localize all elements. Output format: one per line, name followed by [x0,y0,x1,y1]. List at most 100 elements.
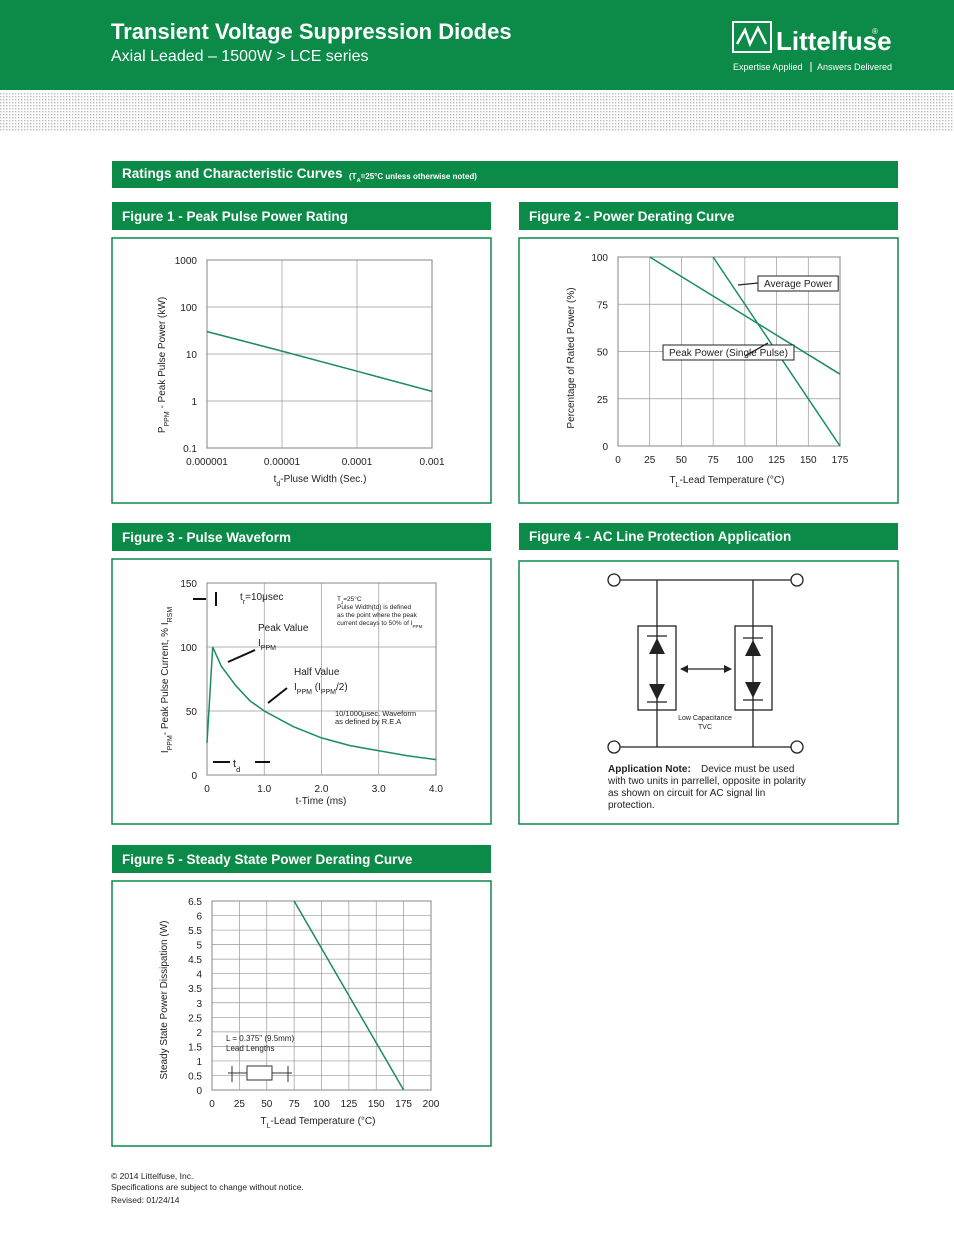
figure-title: Figure 4 - AC Line Protection Applicatio… [529,529,791,544]
x-axis-label: TL-Lead Temperature (°C) [670,475,785,489]
note-text: with two units in parrellel, opposite in… [607,776,806,787]
logo-mark: ® [872,27,878,36]
figure-header [112,202,491,230]
note-text: Device must be used [701,764,794,775]
y-tick-label: 3.5 [188,984,202,995]
x-axis-label: t-Time (ms) [296,796,347,807]
y-tick-label: 0 [602,442,608,453]
x-tick-label: 150 [800,455,817,466]
subscript: PPM [164,411,171,426]
y-axis-label: IPPM- Peak Pulse Current, % IRSM [160,607,174,754]
text-part: (I [312,682,321,693]
section-note: (TA=25°C unless otherwise noted) [349,172,477,184]
annotation: as the point where the peak [337,612,418,619]
y-tick-label: 25 [597,395,609,406]
footer-text: © 2014 Littelfuse, Inc. [111,1171,193,1181]
x-tick-label: 0 [204,784,210,795]
annotation: Peak Value [258,623,309,634]
series-line [293,900,405,1091]
x-tick-label: 25 [234,1099,246,1110]
text-part: -Pluse Width (Sec.) [280,474,366,485]
y-tick-label: 0.5 [188,1071,202,1082]
x-tick-label: 150 [368,1099,385,1110]
y-tick-label: 1 [191,397,197,408]
text-part: I [160,750,171,753]
annotation-arrow [227,649,256,663]
y-tick-label: 50 [597,348,609,359]
device-label: TVC [698,724,712,731]
section-title: Ratings and Characteristic Curves [122,166,343,181]
x-tick-label: 75 [289,1099,301,1110]
figure-header [519,523,898,550]
text-part: -Lead Temperature (°C) [680,475,785,486]
x-tick-label: 50 [676,455,688,466]
dotted-band [0,92,954,132]
text-part: - Peak Pulse Current, % I [160,622,171,735]
annotation: current decays to 50% of IPPM [337,620,423,629]
subscript: d [236,765,240,774]
annotation-arrow [267,687,288,704]
lead-body [246,1065,273,1081]
footer-text: Specifications are subject to change wit… [111,1182,304,1192]
annotation: 10/1000μsec. Waveform [335,709,416,718]
annotation: TJ=25°C [337,595,362,605]
text-part: /2) [336,682,348,693]
y-tick-label: 50 [186,707,198,718]
tagline: Answers Delivered [817,62,892,72]
text-part: (T [349,172,357,181]
device-label: Low Capacitance [678,715,732,722]
circuit [607,573,804,754]
lead-wire [228,1066,292,1082]
y-tick-label: 10 [186,350,198,361]
note-text: protection. [608,800,655,811]
y-tick-label: 100 [180,643,197,654]
figure-panel [111,237,492,504]
subscript: PPM [261,645,276,652]
text-part: I [258,638,261,649]
x-tick-label: 0.0001 [342,457,373,468]
x-tick-label: 100 [313,1099,330,1110]
figure-header [112,523,491,551]
y-tick-label: 6 [196,912,202,923]
y-tick-label: 2.5 [188,1013,202,1024]
annotation: Pulse Width(td) is defined [337,604,411,611]
y-tick-label: 150 [180,579,197,590]
subscript: PPM [321,689,336,696]
subscript: A [357,178,361,184]
annotation: IPPM [258,638,276,652]
x-tick-label: 0.000001 [186,457,228,468]
figure-panel [518,560,899,825]
subscript: PPM [297,689,312,696]
figure-panel [111,880,492,1147]
annotation: IPPM (IPPM/2) [294,682,348,696]
y-tick-label: 6.5 [188,897,202,908]
x-tick-label: 0 [209,1099,215,1110]
y-tick-label: 2 [196,1028,202,1039]
y-tick-label: 0.1 [183,444,197,455]
annotation-arrow [737,282,759,286]
x-tick-label: 1.0 [257,784,271,795]
figure-title: Figure 1 - Peak Pulse Power Rating [122,209,348,224]
annotation: Lead Lengths [226,1044,275,1053]
series-line [649,256,841,375]
text-part: =10μsec [245,592,283,603]
subscript: L [267,1123,271,1130]
annotation: Half Value [294,667,340,678]
y-axis-label: Steady State Power Dissipation (W) [159,921,170,1080]
subscript: RSM [167,607,174,623]
section-bar [112,161,898,188]
annotation: L = 0.375" (9.5mm) [226,1034,294,1043]
figure-title: Figure 3 - Pulse Waveform [122,530,291,545]
x-tick-label: 75 [708,455,720,466]
annotation: as defined by R.E.A [335,717,401,726]
series-line [206,646,437,761]
text-part: I [294,682,297,693]
y-tick-label: 0 [196,1086,202,1097]
x-tick-label: 200 [423,1099,440,1110]
text-part: T [670,475,676,486]
x-axis-label: TL-Lead Temperature (°C) [261,1116,376,1130]
x-tick-label: 100 [737,455,754,466]
logo-text: Littelfuse [776,26,892,56]
text-part: =25°C unless otherwise noted) [361,172,478,181]
